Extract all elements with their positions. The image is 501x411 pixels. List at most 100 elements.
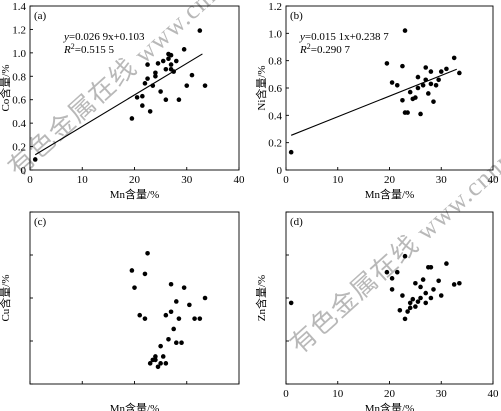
- data-point: [457, 70, 462, 76]
- data-point: [158, 343, 163, 349]
- data-point: [400, 63, 405, 69]
- data-point: [407, 89, 413, 95]
- y-tick-label: 0.6: [12, 95, 26, 107]
- data-point: [142, 81, 148, 86]
- data-point: [438, 69, 444, 74]
- data-point: [163, 97, 169, 103]
- data-point: [413, 280, 418, 286]
- panel-b: 0 10 20 30 40 0 0.2 0.4 0.6 0.8 1.0 1.2 Mn含量/% Ni含量/%…: [254, 1, 499, 201]
- data-point: [389, 287, 395, 292]
- data-point: [153, 70, 158, 76]
- data-point: [402, 253, 408, 259]
- data-point: [384, 269, 390, 275]
- data-point: [418, 111, 423, 117]
- data-point: [129, 116, 135, 121]
- data-point: [433, 82, 439, 88]
- data-point: [160, 58, 166, 64]
- data-point: [145, 62, 150, 67]
- x-tick-label: 40: [488, 388, 500, 400]
- data-point: [197, 28, 203, 33]
- x-tick-label: 40: [234, 174, 246, 186]
- data-point: [142, 316, 148, 321]
- y-axis-label: Ni含量/%: [254, 65, 268, 110]
- data-point: [389, 276, 395, 281]
- data-point: [171, 69, 176, 74]
- data-point: [405, 309, 410, 314]
- data-point: [384, 61, 390, 66]
- data-point: [428, 295, 434, 301]
- fit-equation: y=0.026 9x+0.103: [63, 31, 145, 43]
- y-axis-label: Cu含量/%: [0, 274, 12, 321]
- data-point: [451, 282, 457, 287]
- data-point: [436, 77, 441, 83]
- x-tick-label: 20: [129, 174, 141, 186]
- x-tick-label: 30: [181, 174, 193, 186]
- data-point: [137, 312, 143, 318]
- y-tick-label: 1.2: [12, 24, 26, 36]
- y-tick-label: 0.2: [268, 138, 282, 150]
- x-tick-label: 10: [77, 174, 89, 186]
- x-tick-label: 0: [27, 174, 33, 186]
- data-point: [174, 299, 179, 304]
- data-point: [174, 340, 179, 346]
- data-point: [140, 103, 145, 108]
- panel-tag: (a): [34, 10, 47, 22]
- x-tick-label: 40: [488, 174, 500, 186]
- y-tick-label: 0.4: [268, 110, 282, 122]
- data-point: [147, 109, 153, 114]
- data-point: [176, 97, 182, 103]
- data-point: [181, 285, 187, 290]
- data-point: [444, 66, 449, 72]
- data-point: [428, 81, 434, 87]
- panel-tag: (b): [290, 10, 303, 22]
- x-tick-label: 10: [332, 174, 344, 186]
- data-point: [181, 47, 187, 52]
- data-point: [163, 361, 169, 366]
- data-point: [166, 336, 171, 342]
- data-point: [155, 61, 161, 66]
- y-tick-label: 1.2: [268, 1, 282, 13]
- data-point: [415, 299, 421, 304]
- data-point: [202, 83, 208, 88]
- data-point: [413, 95, 418, 100]
- data-point: [176, 316, 182, 321]
- data-point: [147, 361, 153, 366]
- x-tick-label: 30: [436, 388, 448, 400]
- data-point: [413, 304, 418, 309]
- y-axis-label: Zn含量/%: [254, 275, 268, 321]
- r-squared: R2=0.515 5: [63, 42, 114, 56]
- data-point: [174, 58, 179, 64]
- x-tick-label: 0: [283, 174, 289, 186]
- data-point: [202, 295, 208, 301]
- data-point: [184, 83, 190, 88]
- data-point: [189, 72, 195, 78]
- data-point: [431, 287, 436, 292]
- data-point: [145, 76, 150, 81]
- data-point: [394, 82, 400, 88]
- data-point: [420, 82, 426, 88]
- data-point: [444, 261, 449, 266]
- data-point: [418, 295, 423, 301]
- y-tick-label: 0.4: [12, 118, 26, 130]
- data-point: [418, 284, 423, 290]
- panel-d: 0 10 20 30 40 Mn含量/% Zn含量/% (d): [254, 211, 500, 411]
- data-point: [400, 293, 405, 298]
- data-point: [402, 28, 408, 33]
- data-point: [155, 364, 161, 370]
- data-point: [153, 354, 158, 359]
- data-point: [132, 285, 137, 290]
- data-point: [397, 307, 403, 313]
- data-point: [407, 305, 413, 311]
- data-point: [145, 250, 150, 256]
- data-point: [438, 293, 444, 298]
- data-point: [32, 157, 38, 162]
- data-point: [389, 80, 395, 85]
- y-axis-label: Co含量/%: [0, 64, 12, 111]
- watermark: 有色金属在线 www.cnnmol.com: [285, 88, 501, 360]
- data-point: [428, 69, 434, 74]
- data-point: [168, 309, 174, 315]
- data-point: [140, 93, 145, 99]
- data-point: [420, 277, 426, 282]
- data-point: [163, 312, 169, 318]
- data-point: [423, 77, 429, 83]
